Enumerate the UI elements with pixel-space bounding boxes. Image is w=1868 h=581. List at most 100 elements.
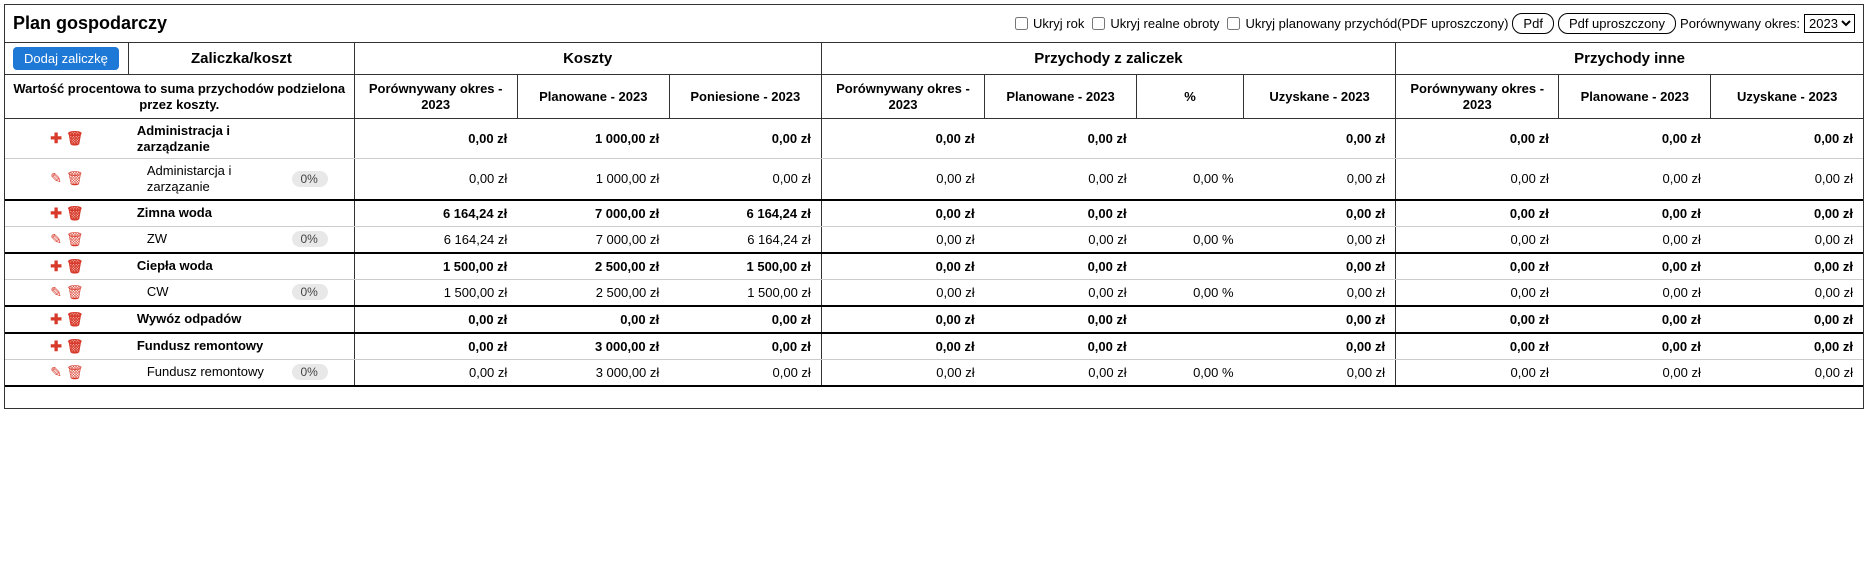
plus-icon[interactable]: ✚ <box>50 130 62 146</box>
pencil-icon[interactable]: ✎ <box>50 170 62 186</box>
trash-icon[interactable]: 🗑 <box>66 364 84 380</box>
trash-icon[interactable]: 🗑 <box>66 338 84 354</box>
hide-year-label[interactable]: Ukryj rok <box>1011 14 1084 33</box>
oth-obtained: 0,00 zł <box>1711 159 1863 200</box>
adv-pct <box>1137 119 1244 159</box>
compared-period-select[interactable]: 2023 <box>1804 14 1855 33</box>
adv-obtained: 0,00 zł <box>1244 159 1396 200</box>
trash-icon[interactable]: 🗑 <box>66 258 84 274</box>
row-name: CW <box>129 279 287 306</box>
oth-planned: 0,00 zł <box>1559 333 1711 360</box>
plus-icon[interactable]: ✚ <box>50 258 62 274</box>
category-row: ✚ 🗑Administracja i zarządzanie0,00 zł1 0… <box>5 119 1863 159</box>
plus-icon[interactable]: ✚ <box>50 338 62 354</box>
adv-compared: 0,00 zł <box>821 253 984 280</box>
h-adv-obtained: Uzyskane - 2023 <box>1244 75 1396 119</box>
add-advance-button[interactable]: Dodaj zaliczkę <box>13 47 119 70</box>
row-pct: 0% <box>286 359 354 386</box>
row-actions: ✚ 🗑 <box>5 333 129 360</box>
adv-pct <box>1137 253 1244 280</box>
pct-pill[interactable]: 0% <box>292 284 327 300</box>
oth-obtained: 0,00 zł <box>1711 306 1863 333</box>
costs-incurred: 0,00 zł <box>669 359 821 386</box>
costs-compared: 0,00 zł <box>354 119 517 159</box>
costs-incurred: 1 500,00 zł <box>669 279 821 306</box>
adv-compared: 0,00 zł <box>821 359 984 386</box>
plus-icon[interactable]: ✚ <box>50 311 62 327</box>
oth-compared: 0,00 zł <box>1396 359 1559 386</box>
oth-compared: 0,00 zł <box>1396 226 1559 253</box>
oth-planned: 0,00 zł <box>1559 279 1711 306</box>
pencil-icon[interactable]: ✎ <box>50 364 62 380</box>
oth-compared: 0,00 zł <box>1396 159 1559 200</box>
compared-period-label: Porównywany okres: <box>1680 16 1800 31</box>
pdf-button[interactable]: Pdf <box>1512 13 1554 34</box>
trash-icon[interactable]: 🗑 <box>66 284 84 300</box>
adv-obtained: 0,00 zł <box>1244 279 1396 306</box>
category-row: ✚ 🗑Wywóz odpadów0,00 zł0,00 zł0,00 zł0,0… <box>5 306 1863 333</box>
hide-planned-simple-checkbox[interactable] <box>1227 17 1240 30</box>
sub-row: ✎ 🗑Fundusz remontowy0%0,00 zł3 000,00 zł… <box>5 359 1863 386</box>
pct-pill[interactable]: 0% <box>292 171 327 187</box>
oth-planned: 0,00 zł <box>1559 226 1711 253</box>
page-title: Plan gospodarczy <box>13 9 167 38</box>
adv-planned: 0,00 zł <box>985 119 1137 159</box>
pencil-icon[interactable]: ✎ <box>50 284 62 300</box>
adv-obtained: 0,00 zł <box>1244 306 1396 333</box>
h-oth-planned: Planowane - 2023 <box>1559 75 1711 119</box>
row-name: Zimna woda <box>129 200 287 227</box>
hide-real-checkbox[interactable] <box>1092 17 1105 30</box>
costs-planned: 2 500,00 zł <box>517 279 669 306</box>
adv-compared: 0,00 zł <box>821 279 984 306</box>
adv-planned: 0,00 zł <box>985 333 1137 360</box>
costs-incurred: 6 164,24 zł <box>669 226 821 253</box>
row-name: Wywóz odpadów <box>129 306 287 333</box>
row-pct: 0% <box>286 159 354 200</box>
oth-obtained: 0,00 zł <box>1711 200 1863 227</box>
plus-icon[interactable]: ✚ <box>50 205 62 221</box>
h-costs-planned: Planowane - 2023 <box>517 75 669 119</box>
hide-planned-simple-label[interactable]: Ukryj planowany przychód(PDF uproszczony… <box>1223 14 1508 33</box>
oth-obtained: 0,00 zł <box>1711 279 1863 306</box>
adv-obtained: 0,00 zł <box>1244 333 1396 360</box>
hide-real-label[interactable]: Ukryj realne obroty <box>1088 14 1219 33</box>
h-adv-pct: % <box>1137 75 1244 119</box>
costs-compared: 0,00 zł <box>354 359 517 386</box>
costs-planned: 3 000,00 zł <box>517 359 669 386</box>
oth-compared: 0,00 zł <box>1396 306 1559 333</box>
pct-pill[interactable]: 0% <box>292 364 327 380</box>
pct-pill[interactable]: 0% <box>292 231 327 247</box>
adv-obtained: 0,00 zł <box>1244 119 1396 159</box>
trash-icon[interactable]: 🗑 <box>66 130 84 146</box>
adv-obtained: 0,00 zł <box>1244 200 1396 227</box>
h-adv-compared: Porównywany okres - 2023 <box>821 75 984 119</box>
costs-compared: 0,00 zł <box>354 306 517 333</box>
adv-pct: 0,00 % <box>1137 359 1244 386</box>
add-advance-cell: Dodaj zaliczkę <box>5 43 129 75</box>
group-name-col: Zaliczka/koszt <box>129 43 354 75</box>
footer-row <box>5 386 1863 408</box>
group-other-income: Przychody inne <box>1396 43 1863 75</box>
group-adv-income: Przychody z zaliczek <box>821 43 1395 75</box>
adv-compared: 0,00 zł <box>821 226 984 253</box>
oth-compared: 0,00 zł <box>1396 253 1559 280</box>
costs-compared: 6 164,24 zł <box>354 226 517 253</box>
adv-compared: 0,00 zł <box>821 159 984 200</box>
oth-obtained: 0,00 zł <box>1711 359 1863 386</box>
trash-icon[interactable]: 🗑 <box>66 170 84 186</box>
adv-planned: 0,00 zł <box>985 159 1137 200</box>
hide-real-text: Ukryj realne obroty <box>1110 16 1219 31</box>
trash-icon[interactable]: 🗑 <box>66 205 84 221</box>
oth-compared: 0,00 zł <box>1396 119 1559 159</box>
h-costs-incurred: Poniesione - 2023 <box>669 75 821 119</box>
costs-planned: 2 500,00 zł <box>517 253 669 280</box>
trash-icon[interactable]: 🗑 <box>66 311 84 327</box>
adv-pct: 0,00 % <box>1137 159 1244 200</box>
trash-icon[interactable]: 🗑 <box>66 231 84 247</box>
costs-planned: 1 000,00 zł <box>517 159 669 200</box>
pencil-icon[interactable]: ✎ <box>50 231 62 247</box>
costs-incurred: 6 164,24 zł <box>669 200 821 227</box>
hide-year-checkbox[interactable] <box>1015 17 1028 30</box>
pdf-simple-button[interactable]: Pdf uproszczony <box>1558 13 1676 34</box>
adv-planned: 0,00 zł <box>985 226 1137 253</box>
